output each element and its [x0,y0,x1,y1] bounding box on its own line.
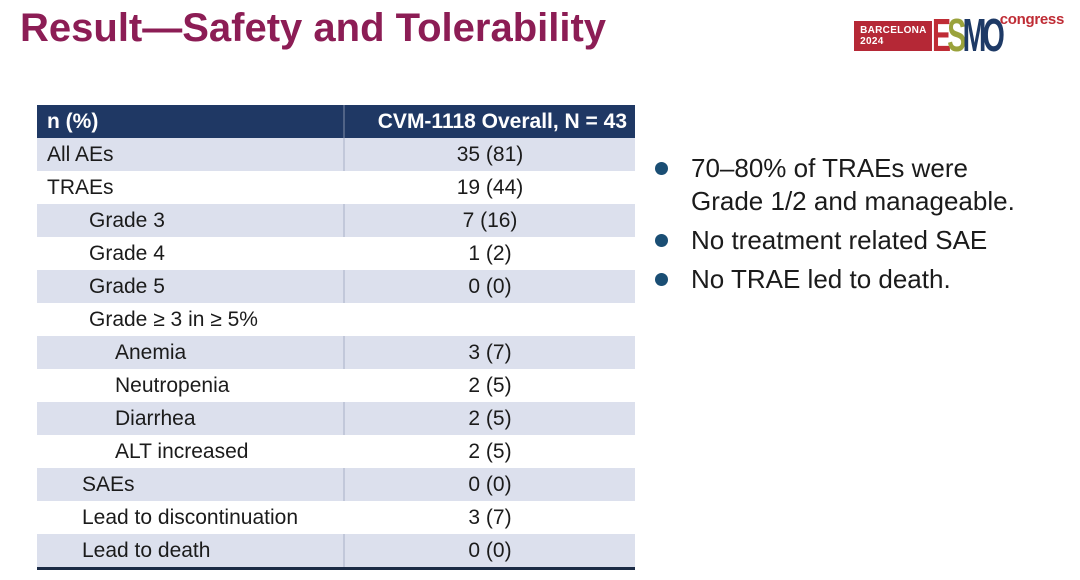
key-findings-list: 70–80% of TRAEs were Grade 1/2 and manag… [655,152,1015,302]
logo-location-badge: BARCELONA 2024 [854,21,932,51]
row-value: 0 (0) [343,270,635,303]
row-value: 2 (5) [468,440,512,463]
list-item: 70–80% of TRAEs were Grade 1/2 and manag… [655,152,1015,218]
table-row: Diarrhea 2 (5) [37,402,635,435]
row-label: Neutropenia [115,374,230,397]
esmo-congress-logo: BARCELONA 2024 ESMO congress [854,10,1065,58]
table-row: Lead to death 0 (0) [37,534,635,569]
row-label: Anemia [115,341,187,364]
bullet-text: No treatment related SAE [691,225,988,255]
table-row: ALT increased 2 (5) [37,435,635,468]
table-row: All AEs 35 (81) [37,138,635,171]
row-label: Grade 5 [89,275,165,298]
row-label: ALT increased [115,440,249,463]
row-label: Lead to discontinuation [82,506,298,529]
row-value: 35 (81) [343,138,635,171]
esmo-letter-s: S [947,9,966,61]
row-label: Grade ≥ 3 in ≥ 5% [89,308,258,331]
row-label: SAEs [82,473,135,496]
table-row: SAEs 0 (0) [37,468,635,501]
page-title: Result—Safety and Tolerability [20,6,607,50]
table-row: Grade 4 1 (2) [37,237,635,270]
table-row: TRAEs 19 (44) [37,171,635,204]
bullet-icon [655,234,668,247]
table-header-cohort: CVM-1118 Overall, N = 43 [343,105,635,138]
esmo-wordmark: ESMO [932,12,1005,58]
esmo-letter-o: O [982,9,1004,61]
row-value: 7 (16) [343,204,635,237]
safety-tolerability-table: n (%) CVM-1118 Overall, N = 43 All AEs 35… [37,105,635,570]
bullet-text: 70–80% of TRAEs were Grade 1/2 and manag… [691,153,1015,216]
row-value: 0 (0) [343,468,635,501]
row-label: Grade 3 [89,209,165,232]
row-value: 0 (0) [343,534,635,569]
logo-congress-label: congress [999,11,1065,28]
row-value: 2 (5) [468,374,512,397]
row-label: Lead to death [82,539,211,562]
table-row: Grade 5 0 (0) [37,270,635,303]
row-label: TRAEs [47,176,114,199]
row-value: 3 (7) [343,336,635,369]
row-label: Diarrhea [115,407,196,430]
bullet-text: No TRAE led to death. [691,264,951,294]
logo-year: 2024 [860,36,884,47]
row-label: All AEs [47,143,114,166]
list-item: No TRAE led to death. [655,263,1015,296]
table-header-metric: n (%) [37,105,344,138]
list-item: No treatment related SAE [655,224,1015,257]
esmo-letter-m: M [962,9,986,61]
row-label: Grade 4 [89,242,165,265]
logo-location: BARCELONA [860,25,927,36]
esmo-letter-e: E [931,9,951,61]
table-row: Neutropenia 2 (5) [37,369,635,402]
table-row: Grade ≥ 3 in ≥ 5% [37,303,635,336]
row-value: 3 (7) [468,506,512,529]
row-value: 2 (5) [343,402,635,435]
bullet-icon [655,162,668,175]
row-value [344,303,635,336]
table-row: Anemia 3 (7) [37,336,635,369]
row-value: 19 (44) [456,176,524,199]
row-value: 1 (2) [468,242,512,265]
table-header-row: n (%) CVM-1118 Overall, N = 43 [37,105,635,138]
table-row: Lead to discontinuation 3 (7) [37,501,635,534]
bullet-icon [655,273,668,286]
table-row: Grade 3 7 (16) [37,204,635,237]
